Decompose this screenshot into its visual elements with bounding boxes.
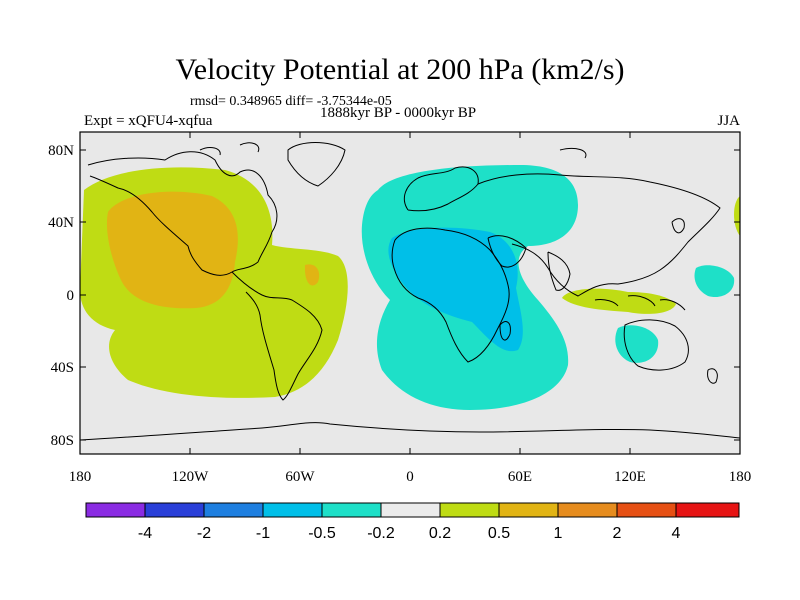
coastline-arabia bbox=[487, 235, 527, 268]
colorbar-box-minus05-minus02 bbox=[321, 502, 382, 518]
lon-label-120w: 120W bbox=[172, 469, 210, 485]
colorbar-label-05: 0.5 bbox=[488, 525, 510, 542]
coastline-indonesia bbox=[594, 295, 686, 311]
coastlines bbox=[80, 142, 740, 441]
lon-label-60e: 60E bbox=[508, 469, 532, 485]
lon-label-60w: 60W bbox=[285, 469, 315, 485]
colorbar-label-2: 2 bbox=[613, 525, 622, 542]
lon-label-120e: 120E bbox=[614, 469, 646, 485]
lon-axis bbox=[189, 132, 631, 454]
lat-label-0: 0 bbox=[67, 288, 75, 304]
colorbar-box-minus4-minus2 bbox=[144, 502, 205, 518]
ne-pacific-strong-positive-region bbox=[106, 191, 238, 309]
dateline-positive-patch bbox=[734, 196, 740, 236]
colorbar-label-minus02: -0.2 bbox=[367, 525, 395, 542]
coastline-australia bbox=[623, 319, 689, 371]
coastline-japan bbox=[671, 218, 685, 234]
lat-label-80s: 80S bbox=[51, 433, 74, 449]
rmsd-diff-stats: rmsd= 0.348965 diff= -3.75344e-05 bbox=[190, 94, 392, 109]
colorbar-label-minus05: -0.5 bbox=[308, 525, 336, 542]
coastline-europe bbox=[403, 166, 479, 212]
west-pacific-negative-patch-south bbox=[615, 325, 659, 363]
lat-axis bbox=[80, 149, 740, 441]
coastline-india bbox=[547, 251, 571, 291]
west-pacific-negative-region bbox=[694, 265, 735, 298]
coastline-arctic-islands bbox=[199, 142, 587, 159]
colorbar-label-minus2: -2 bbox=[197, 525, 211, 542]
colorbar-label-4: 4 bbox=[672, 525, 681, 542]
coastline-africa bbox=[391, 227, 510, 363]
lon-label-180-west: 180 bbox=[69, 469, 92, 485]
time-period-label: 1888kyr BP - 0000kyr BP bbox=[320, 105, 477, 121]
colorbar-label-minus4: -4 bbox=[138, 525, 152, 542]
colorbar-box-02-05 bbox=[439, 502, 500, 518]
colorbar bbox=[85, 502, 740, 518]
coastline-new-zealand bbox=[707, 368, 718, 384]
colorbar-box-minus02-02 bbox=[380, 502, 441, 518]
colorbar-box-05-1 bbox=[498, 502, 559, 518]
season-label: JJA bbox=[717, 113, 740, 129]
colorbar-box-minus1-minus05 bbox=[262, 502, 323, 518]
lat-label-80n: 80N bbox=[48, 143, 74, 159]
colorbar-box-minus2-minus1 bbox=[203, 502, 264, 518]
coastline-antarctica bbox=[80, 422, 740, 441]
caribbean-strong-positive-patch bbox=[304, 264, 320, 286]
colorbar-label-minus1: -1 bbox=[256, 525, 270, 542]
coastline-madagascar bbox=[499, 321, 511, 341]
lon-label-0: 0 bbox=[406, 469, 414, 485]
coastline-greenland bbox=[287, 142, 346, 187]
colorbar-box-gt-4 bbox=[675, 502, 740, 518]
coastline-north-america bbox=[87, 151, 278, 276]
map-title: Velocity Potential at 200 hPa (km2/s) bbox=[175, 53, 625, 86]
colorbar-label-1: 1 bbox=[554, 525, 563, 542]
lat-label-40s: 40S bbox=[51, 360, 74, 376]
colorbar-box-2-4 bbox=[616, 502, 677, 518]
colorbar-box-1-2 bbox=[557, 502, 618, 518]
africa-strong-negative-region bbox=[388, 227, 523, 352]
colorbar-box-lt-minus4 bbox=[85, 502, 146, 518]
lat-label-40n: 40N bbox=[48, 215, 74, 231]
maritime-continent-positive-region bbox=[562, 288, 676, 314]
lon-label-180-east: 180 bbox=[729, 469, 752, 485]
coastline-south-america bbox=[231, 271, 323, 401]
colorbar-label-02: 0.2 bbox=[429, 525, 451, 542]
experiment-label: Expt = xQFU4-xqfua bbox=[84, 113, 213, 129]
